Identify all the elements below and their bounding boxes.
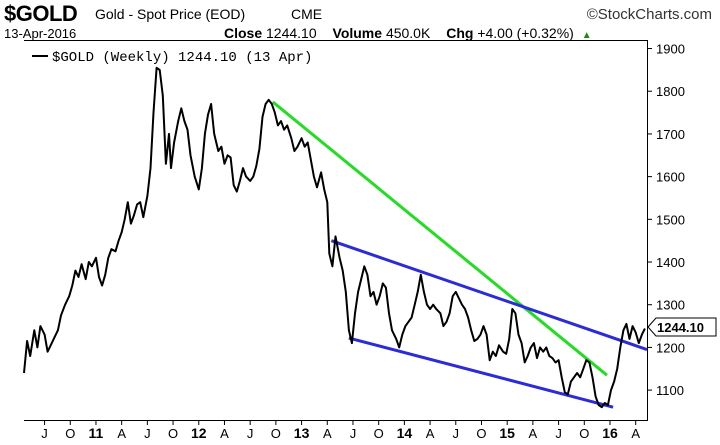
x-tick-label: O	[374, 426, 384, 441]
x-tick-label: J	[453, 426, 460, 441]
x-tick-label: 15	[499, 425, 515, 441]
chart-legend: $GOLD (Weekly) 1244.10 (13 Apr)	[32, 50, 312, 66]
x-axis-ticks: J O 11 A J O 12 A J O 13 A J O 14 A J O 15 A J O 16 A	[41, 420, 640, 441]
x-tick-label: J	[350, 426, 357, 441]
x-tick-label: A	[323, 426, 332, 441]
x-tick-label: 11	[89, 425, 104, 441]
y-tick-label: 1700	[656, 127, 685, 142]
y-tick-label: 1500	[656, 212, 685, 227]
long-trendline	[271, 100, 608, 377]
x-tick-label: O	[65, 426, 75, 441]
y-axis-line	[647, 40, 648, 421]
y-tick-label: 1900	[656, 42, 685, 57]
legend-label: $GOLD (Weekly) 1244.10 (13 Apr)	[52, 50, 312, 66]
y-tick-label: 1800	[656, 84, 685, 99]
last-value-label: 1244.10	[657, 320, 704, 335]
x-tick-label: J	[41, 426, 48, 441]
last-value-tag	[647, 317, 717, 337]
x-tick-label: J	[555, 426, 562, 441]
x-tick-label: A	[426, 426, 435, 441]
volume-label: Volume	[332, 25, 383, 41]
close-value: 1244.10	[266, 25, 317, 41]
x-axis-line	[24, 420, 648, 421]
y-tick-label: 1200	[656, 340, 685, 355]
trendline-layer	[271, 100, 648, 409]
last-value-marker: 1244.10	[647, 317, 717, 337]
y-tick-label: 1400	[656, 255, 685, 270]
x-tick-label: O	[579, 426, 589, 441]
upper-trendline	[330, 239, 648, 351]
y-axis-ticks: 1100 1200 1300 1400 1500 1600 1700 1800 1900	[647, 42, 685, 398]
x-tick-label: 16	[602, 425, 618, 441]
quote-date: 13-Apr-2016	[4, 26, 77, 41]
x-tick-label: 12	[191, 425, 207, 441]
x-tick-label: 14	[397, 425, 413, 441]
series-layer	[23, 66, 646, 409]
x-tick-label: J	[144, 426, 151, 441]
quote-stats: Close 1244.10 Volume 450.0K Chg +4.00 (+…	[224, 25, 592, 41]
chg-value: +4.00 (+0.32%)	[477, 25, 574, 41]
x-tick-label: A	[117, 426, 126, 441]
chart-header: $GOLD Gold - Spot Price (EOD) CME ©Stock…	[0, 0, 720, 46]
plot-top-border	[24, 40, 647, 41]
exchange-label: CME	[291, 6, 323, 22]
x-tick-label: A	[220, 426, 229, 441]
x-tick-label: A	[631, 426, 640, 441]
y-tick-label: 1600	[656, 170, 685, 185]
x-tick-label: A	[529, 426, 538, 441]
y-tick-label: 1100	[656, 383, 684, 398]
y-tick-label: 1300	[656, 298, 685, 313]
x-tick-label: 13	[294, 425, 310, 441]
x-tick-label: J	[247, 426, 254, 441]
close-label: Close	[224, 25, 263, 41]
ticker-symbol: $GOLD	[4, 1, 78, 26]
x-tick-label: O	[168, 426, 178, 441]
volume-value: 450.0K	[385, 25, 431, 41]
brand-watermark: ©StockCharts.com	[586, 6, 712, 23]
security-description: Gold - Spot Price (EOD)	[95, 6, 246, 22]
lower-trendline	[348, 336, 614, 409]
x-tick-label: O	[476, 426, 486, 441]
chg-label: Chg	[446, 25, 474, 41]
x-tick-label: O	[271, 426, 281, 441]
up-arrow-icon: ▲	[581, 30, 592, 41]
price-line	[23, 66, 646, 409]
